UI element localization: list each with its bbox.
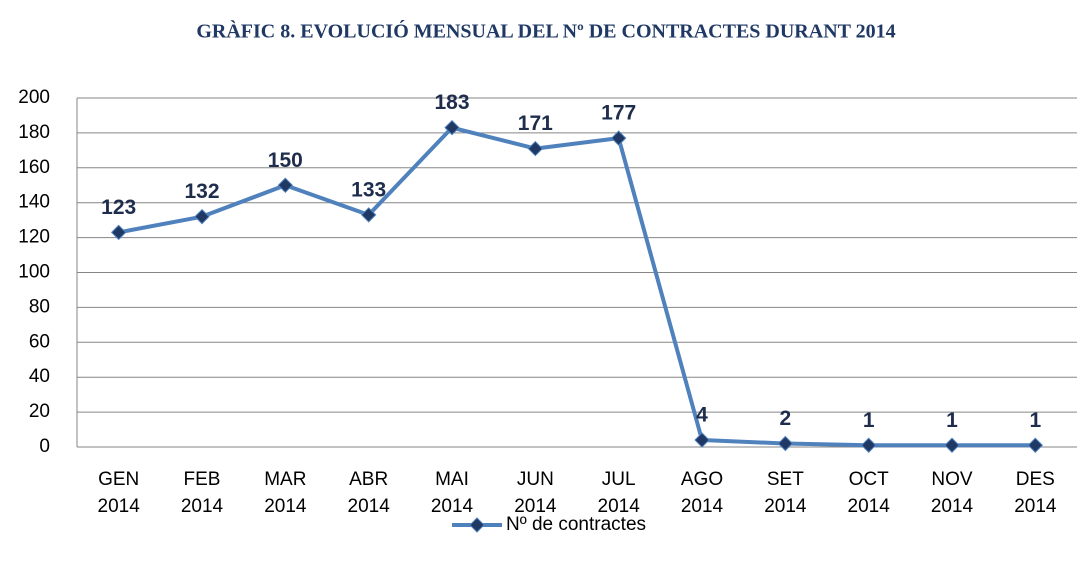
y-tick-label: 140 (18, 192, 50, 213)
marker (777, 435, 794, 452)
data-label: 150 (268, 149, 303, 172)
marker (610, 130, 627, 146)
y-tick-label: 80 (29, 296, 50, 317)
marker (694, 432, 710, 448)
x-tick-label: MAR 2014 (264, 469, 307, 517)
x-tick-label: JUN 2014 (514, 469, 557, 517)
x-tick-label: SET 2014 (764, 469, 807, 517)
x-tick-label: ABR 2014 (347, 469, 390, 517)
x-tick-label: OCT 2014 (847, 469, 890, 517)
series-line (118, 125, 1036, 448)
data-label: 1 (946, 409, 958, 432)
x-tick-label: JUL 2014 (597, 469, 640, 517)
y-tick-label: 200 (18, 87, 50, 108)
data-label: 132 (184, 180, 219, 203)
x-tick-label: AGO 2014 (680, 469, 724, 517)
data-label: 1 (863, 409, 875, 432)
marker (944, 437, 960, 453)
marker (110, 224, 127, 241)
x-tick-label: GEN 2014 (97, 469, 140, 517)
marker (360, 207, 377, 223)
marker (1027, 437, 1044, 453)
data-label: 4 (696, 404, 708, 427)
data-label: 177 (601, 102, 636, 125)
marker (194, 208, 210, 225)
x-tick-label: DES 2014 (1014, 469, 1057, 517)
legend-marker (469, 517, 485, 533)
y-tick-label: 60 (29, 331, 50, 352)
y-tick-label: 160 (18, 157, 50, 178)
data-label: 171 (518, 112, 553, 135)
data-label: 183 (434, 91, 469, 114)
marker (527, 140, 544, 157)
chart-title: GRÀFIC 8. EVOLUCIÓ MENSUAL DEL Nº DE CON… (196, 19, 895, 43)
x-tick-label: FEB 2014 (180, 469, 224, 517)
y-tick-label: 120 (18, 227, 50, 248)
marker (860, 437, 877, 453)
y-tick-label: 180 (18, 122, 50, 143)
y-tick-label: 20 (29, 401, 50, 422)
x-tick-label: NOV 2014 (930, 469, 974, 517)
data-label: 133 (351, 178, 386, 201)
x-tick-label: MAI 2014 (430, 469, 474, 517)
y-tick-label: 0 (39, 436, 50, 457)
legend-label: Nº de contractes (506, 514, 646, 535)
y-tick-label: 100 (18, 262, 50, 283)
data-label: 123 (101, 196, 136, 219)
data-label: 2 (779, 407, 791, 430)
y-tick-label: 40 (29, 366, 50, 387)
marker (277, 177, 294, 193)
marker (444, 119, 460, 136)
data-label: 1 (1029, 409, 1041, 432)
